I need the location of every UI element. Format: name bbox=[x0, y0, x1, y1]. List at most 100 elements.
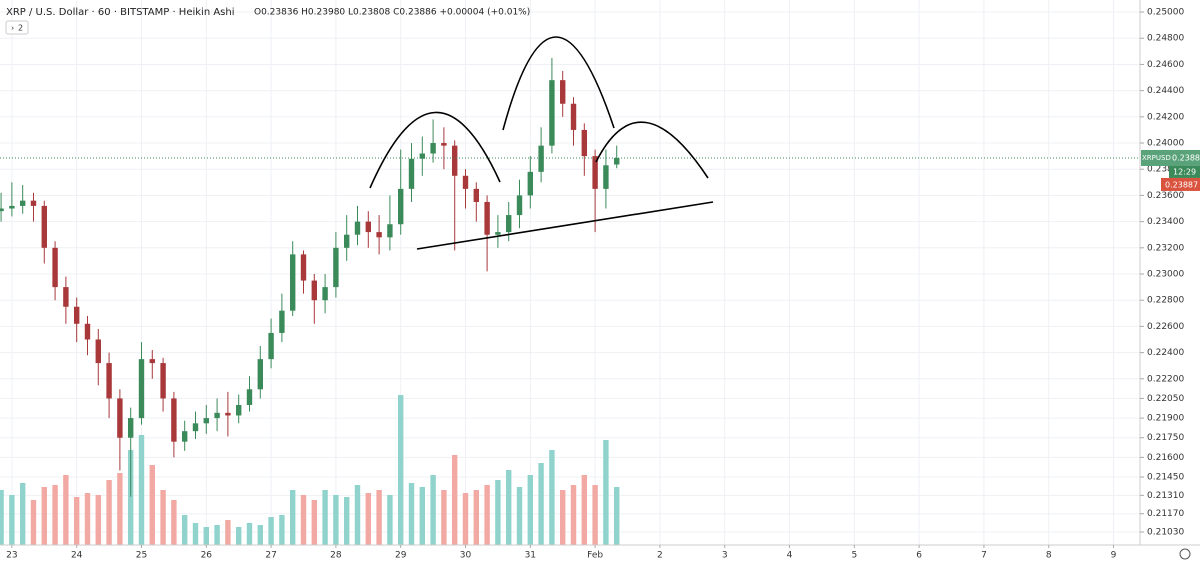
volume-bar bbox=[419, 487, 426, 545]
volume-bar bbox=[614, 487, 620, 545]
x-tick-label: 30 bbox=[460, 551, 472, 561]
volume-bar bbox=[322, 490, 328, 545]
candle-body bbox=[614, 157, 620, 165]
volume-bar bbox=[398, 395, 404, 545]
volume-bar bbox=[268, 517, 274, 545]
volume-bar bbox=[30, 500, 37, 545]
candle-body bbox=[246, 389, 253, 405]
candle-body bbox=[570, 103, 577, 130]
volume-bar bbox=[279, 515, 285, 545]
candle-body bbox=[333, 247, 339, 288]
volume-bar bbox=[149, 465, 155, 545]
y-tick-label: 0.23400 bbox=[1147, 217, 1184, 227]
y-tick-label: 0.21030 bbox=[1147, 528, 1184, 538]
x-tick-label: Feb bbox=[587, 551, 603, 561]
volume-bar bbox=[581, 475, 588, 545]
symbol-label: XRPUSD bbox=[1142, 154, 1171, 162]
candle-body bbox=[19, 200, 26, 206]
candle-body bbox=[365, 221, 371, 233]
candle-body bbox=[181, 431, 188, 442]
volume-bar bbox=[127, 450, 134, 545]
candle-body bbox=[52, 247, 58, 288]
volume-bar bbox=[106, 480, 112, 545]
volume-bar bbox=[300, 495, 307, 545]
candle-body bbox=[354, 221, 361, 235]
volume-layer bbox=[0, 395, 620, 545]
y-tick-label: 0.23200 bbox=[1147, 243, 1184, 253]
volume-bar bbox=[365, 493, 371, 545]
x-tick-label: 31 bbox=[525, 551, 536, 561]
bid-badge bbox=[1161, 177, 1200, 191]
neckline bbox=[416, 201, 714, 250]
candle-body bbox=[462, 175, 469, 189]
grid bbox=[0, 0, 1140, 545]
x-tick-label: 23 bbox=[6, 551, 17, 561]
y-tick-label: 0.25000 bbox=[1147, 8, 1184, 18]
x-tick-label: 27 bbox=[265, 551, 276, 561]
y-tick-label: 0.21450 bbox=[1147, 473, 1184, 483]
x-tick-label: 9 bbox=[1111, 551, 1117, 561]
volume-bar bbox=[527, 475, 534, 545]
volume-bar bbox=[160, 490, 166, 545]
badge-count: 2 bbox=[18, 24, 23, 33]
volume-bar bbox=[235, 527, 242, 545]
x-tick-label: 8 bbox=[1046, 551, 1052, 561]
last-price-label: 0.23886 bbox=[1172, 153, 1200, 162]
indicator-badge[interactable] bbox=[5, 20, 29, 35]
volume-bar bbox=[289, 490, 296, 545]
volume-bar bbox=[560, 490, 566, 545]
y-tick-label: 0.24000 bbox=[1147, 139, 1184, 149]
y-tick-label: 0.21600 bbox=[1147, 453, 1184, 463]
candle-body bbox=[235, 404, 242, 416]
candle-body bbox=[538, 145, 544, 172]
volume-bar bbox=[19, 483, 26, 545]
candle-body bbox=[430, 143, 436, 154]
y-tick-label: 0.21310 bbox=[1147, 491, 1184, 501]
candle-body bbox=[289, 254, 296, 311]
volume-bar bbox=[41, 487, 47, 545]
candle-body bbox=[95, 339, 101, 364]
volume-bar bbox=[387, 495, 393, 545]
x-tick-label: 29 bbox=[395, 551, 407, 561]
volume-bar bbox=[516, 487, 523, 545]
countdown-label: 12:29 bbox=[1173, 167, 1196, 176]
candle-body bbox=[376, 232, 382, 238]
volume-bar bbox=[311, 500, 317, 545]
candle-body bbox=[322, 287, 328, 301]
candle-body bbox=[300, 254, 307, 281]
volume-bar bbox=[181, 515, 188, 545]
candle-body bbox=[495, 232, 501, 235]
volume-bar bbox=[408, 483, 415, 545]
badge-arrow: › bbox=[11, 24, 14, 33]
candle-body bbox=[138, 359, 145, 419]
volume-bar bbox=[430, 475, 436, 545]
candle-body bbox=[408, 158, 415, 189]
settings-icon[interactable] bbox=[1179, 548, 1191, 560]
volume-bar bbox=[376, 490, 382, 545]
countdown-badge bbox=[1169, 165, 1200, 178]
volume-bar bbox=[138, 435, 145, 545]
candle-body bbox=[214, 412, 220, 419]
candle-body bbox=[225, 412, 231, 416]
volume-bar bbox=[171, 500, 177, 545]
candle-body bbox=[560, 80, 566, 104]
candle-body bbox=[0, 208, 4, 212]
y-tick-label: 0.24600 bbox=[1147, 60, 1184, 70]
volume-bar bbox=[225, 520, 231, 545]
candle-body bbox=[473, 188, 480, 202]
x-tick-label: 2 bbox=[657, 551, 663, 561]
y-tick-label: 0.23000 bbox=[1147, 270, 1184, 280]
candle-body bbox=[516, 195, 523, 216]
volume-bar bbox=[73, 497, 80, 545]
candle-body bbox=[581, 129, 588, 157]
volume-bar bbox=[603, 440, 609, 545]
candle-body bbox=[127, 418, 134, 438]
y-tick-label: 0.23600 bbox=[1147, 191, 1184, 201]
volume-bar bbox=[462, 493, 469, 545]
volume-bar bbox=[495, 480, 501, 545]
volume-bar bbox=[343, 497, 350, 545]
axes: 0.25000 0.24800 0.24600 0.24400 0.24200 0.240… bbox=[6, 8, 1200, 561]
ohlc-text: O0.23836 H0.23980 L0.23808 C0.23886 +0.0… bbox=[254, 8, 530, 18]
candle-body bbox=[452, 145, 458, 176]
volume-bar bbox=[117, 473, 123, 545]
